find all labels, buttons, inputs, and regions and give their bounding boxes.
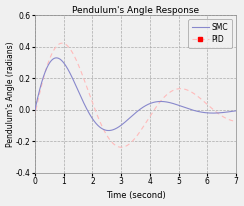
X-axis label: Time (second): Time (second) (106, 191, 165, 200)
Y-axis label: Pendulum's Angle (radians): Pendulum's Angle (radians) (6, 41, 15, 147)
Title: Pendulum's Angle Response: Pendulum's Angle Response (72, 6, 199, 15)
Legend: SMC, PID: SMC, PID (188, 19, 232, 48)
